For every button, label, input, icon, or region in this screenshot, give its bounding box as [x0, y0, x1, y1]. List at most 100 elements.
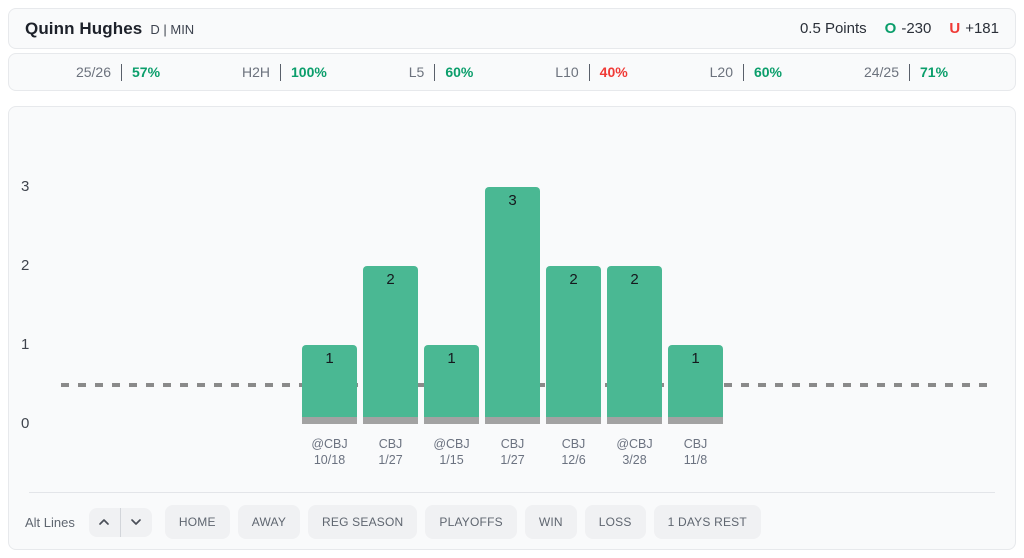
y-axis-tick: 1 [21, 336, 30, 353]
over-odds-button[interactable]: O -230 [885, 20, 932, 37]
chart-card: 0 1 2 3 1 @CBJ 10/18 2 CBJ 1/27 1 @CBJ 1/15 3 CBJ 1/27 2… [8, 106, 1016, 550]
split-item-l10: L10 40% [555, 63, 628, 81]
x-axis-opponent: CBJ [378, 437, 403, 451]
prop-line: 0.5 Points [799, 20, 867, 37]
filter-button-1-days-rest[interactable]: 1 DAYS REST [653, 505, 761, 539]
under-odds-button[interactable]: U +181 [949, 20, 999, 37]
over-odds-value: -230 [901, 20, 932, 37]
split-separator [909, 63, 910, 81]
x-axis-opponent: CBJ [683, 437, 708, 451]
x-axis-date: 12/6 [561, 453, 586, 467]
split-value: 57% [132, 64, 161, 80]
alt-line-down-button[interactable] [121, 508, 152, 537]
bar-base [302, 417, 357, 424]
x-axis-date: 1/27 [378, 453, 403, 467]
filter-button-away[interactable]: AWAY [237, 505, 301, 539]
x-axis-date: 10/18 [313, 453, 346, 467]
bar-base [424, 417, 479, 424]
x-axis-label: @CBJ 3/28 [590, 436, 680, 468]
x-axis-date: 1/27 [500, 453, 525, 467]
x-axis-date: 11/8 [683, 453, 708, 467]
x-axis-opponent: @CBJ [433, 437, 470, 451]
bar: 2 [546, 266, 601, 424]
x-axis-label: CBJ 12/6 [529, 436, 619, 468]
split-value: 60% [753, 64, 783, 80]
under-odds-value: +181 [965, 20, 999, 37]
split-value: 60% [445, 64, 474, 80]
chevron-down-icon [131, 519, 142, 525]
bar: 2 [607, 266, 662, 424]
bar: 1 [668, 345, 723, 424]
y-axis-tick: 2 [21, 257, 30, 274]
filter-button-win[interactable]: WIN [524, 505, 577, 539]
x-axis-date: 3/28 [622, 453, 647, 467]
chevron-up-icon [99, 519, 110, 525]
bar: 1 [302, 345, 357, 424]
x-axis-date: 1/15 [439, 453, 464, 467]
x-axis-label: @CBJ 10/18 [285, 436, 375, 468]
split-item-l20: L20 60% [709, 63, 783, 81]
chart-controls: Alt Lines HOME AWAY REG SEASON PLAYOFFS WIN L… [25, 505, 999, 539]
split-item-24-25: 24/25 71% [863, 63, 949, 81]
x-axis-label: CBJ 11/8 [651, 436, 741, 468]
split-label: H2H [241, 64, 270, 80]
player-info: Quinn Hughes D | MIN [25, 19, 194, 39]
split-label: 24/25 [863, 64, 899, 80]
x-axis-opponent: CBJ [500, 437, 525, 451]
split-label: L5 [408, 64, 425, 80]
split-label: 25/26 [75, 64, 112, 80]
split-separator [121, 63, 123, 81]
bar-base [546, 417, 601, 424]
x-axis-opponent: @CBJ [311, 437, 348, 451]
bar-base [668, 417, 723, 424]
bar-base [607, 417, 662, 424]
bar-value-label: 1 [691, 350, 700, 367]
bar: 1 [424, 345, 479, 424]
player-header-card: Quinn Hughes D | MIN 0.5 Points O -230 U… [8, 8, 1016, 49]
split-value: 71% [920, 64, 949, 80]
filter-buttons: HOME AWAY REG SEASON PLAYOFFS WIN LOSS 1 DAYS … [164, 505, 761, 539]
x-axis-label: CBJ 1/27 [346, 436, 436, 468]
split-label: L20 [709, 64, 733, 80]
prop-odds-group: 0.5 Points O -230 U +181 [800, 20, 999, 37]
x-axis-opponent: CBJ [561, 437, 586, 451]
split-separator [742, 63, 744, 81]
filter-button-playoffs[interactable]: PLAYOFFS [425, 505, 517, 539]
filter-button-reg-season[interactable]: REG SEASON [308, 505, 418, 539]
split-separator [588, 63, 590, 81]
x-axis-label: CBJ 1/27 [468, 436, 558, 468]
bar: 2 [363, 266, 418, 424]
split-separator [280, 63, 281, 81]
split-item-l5: L5 60% [408, 63, 474, 81]
bar-chart: 0 1 2 3 1 @CBJ 10/18 2 CBJ 1/27 1 @CBJ 1/15 3 CBJ 1/27 2… [9, 107, 1015, 549]
bar-base [485, 417, 540, 424]
splits-row: 25/26 57% H2H 100% L5 60% L10 40% L20 60% 24/25 71% [8, 53, 1016, 91]
x-axis-label: @CBJ 1/15 [407, 436, 497, 468]
bar-value-label: 1 [325, 350, 334, 367]
player-name: Quinn Hughes [25, 18, 143, 38]
alt-line-up-button[interactable] [89, 508, 120, 537]
under-icon: U [949, 20, 961, 37]
divider [29, 492, 995, 493]
split-item-25-26: 25/26 57% [75, 63, 161, 81]
x-axis-opponent: @CBJ [616, 437, 653, 451]
alt-lines-label: Alt Lines [25, 514, 75, 530]
filter-button-home[interactable]: HOME [164, 505, 230, 539]
bar-value-label: 3 [508, 192, 517, 209]
bar-base [363, 417, 418, 424]
bar-value-label: 2 [386, 271, 395, 288]
split-label: L10 [555, 64, 579, 80]
split-value: 100% [291, 64, 327, 80]
y-axis-tick: 3 [21, 178, 30, 195]
bar-value-label: 1 [447, 350, 456, 367]
alt-lines-stepper [88, 507, 152, 537]
stepper-divider [119, 507, 121, 537]
split-separator [434, 63, 436, 81]
bar-value-label: 2 [630, 271, 639, 288]
split-item-h2h: H2H 100% [241, 63, 327, 81]
player-position-team: D | MIN [150, 21, 195, 37]
bar: 3 [485, 187, 540, 424]
bar-value-label: 2 [569, 271, 578, 288]
filter-button-loss[interactable]: LOSS [584, 505, 646, 539]
over-icon: O [884, 20, 897, 37]
